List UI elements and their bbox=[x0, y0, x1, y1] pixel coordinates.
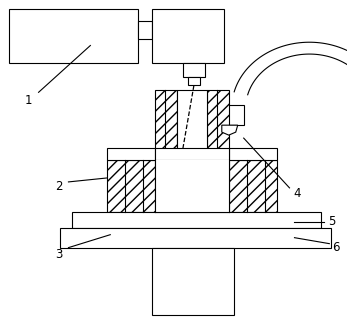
Text: 3: 3 bbox=[55, 248, 62, 261]
Bar bbox=[229, 160, 277, 212]
Bar bbox=[177, 90, 207, 170]
Bar bbox=[207, 90, 229, 170]
Bar bbox=[183, 64, 205, 77]
Bar bbox=[61, 228, 331, 248]
Text: 2: 2 bbox=[55, 180, 62, 193]
Bar bbox=[152, 9, 224, 64]
Text: 4: 4 bbox=[294, 187, 301, 200]
Bar bbox=[107, 160, 155, 212]
Bar bbox=[155, 90, 177, 170]
Bar bbox=[138, 21, 152, 39]
Bar bbox=[9, 9, 138, 64]
Bar bbox=[229, 148, 277, 160]
Bar bbox=[72, 212, 321, 228]
Text: 1: 1 bbox=[25, 94, 32, 107]
Bar bbox=[188, 77, 200, 85]
Bar bbox=[107, 148, 155, 160]
Text: 6: 6 bbox=[333, 241, 340, 254]
Bar bbox=[155, 160, 229, 212]
Bar bbox=[216, 105, 244, 125]
Text: 5: 5 bbox=[327, 215, 335, 228]
Bar bbox=[152, 248, 234, 315]
Bar bbox=[155, 148, 229, 160]
Polygon shape bbox=[222, 125, 238, 135]
